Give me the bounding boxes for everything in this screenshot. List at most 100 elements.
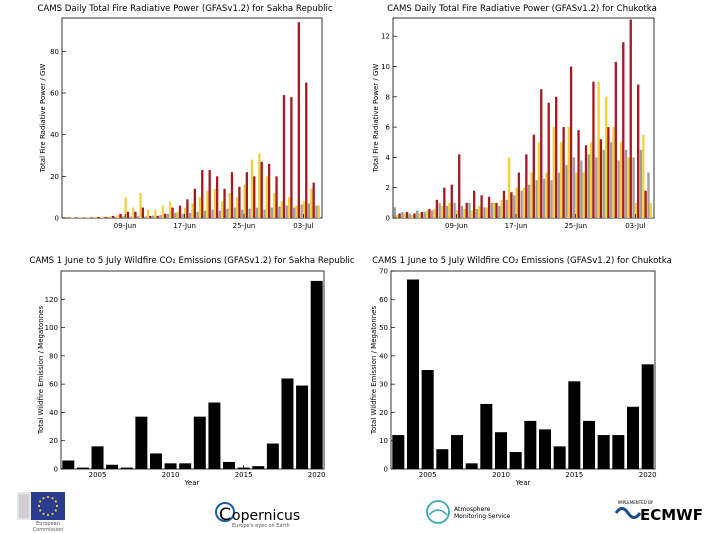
bar (507, 157, 511, 218)
bar (137, 216, 140, 219)
bar (642, 134, 645, 218)
bar (171, 207, 174, 218)
y-tick-label: 40 (379, 352, 388, 360)
bar (178, 205, 182, 218)
y-axis-label: Total Fire Radiative Power / GW (372, 64, 380, 174)
bar (129, 216, 132, 218)
bar (163, 213, 167, 218)
plot-frame (390, 270, 656, 470)
bar (416, 210, 419, 218)
bar (453, 202, 456, 218)
bar (408, 213, 411, 218)
bar (545, 172, 548, 218)
bar (589, 142, 593, 218)
bar (79, 217, 83, 218)
bar (540, 89, 543, 219)
bar (203, 210, 207, 218)
y-axis-label: Total Wildfire Emission / Megatonnes (37, 306, 45, 436)
bar (538, 429, 552, 469)
x-tick-label: 2005 (419, 471, 437, 479)
y-tick-label: 50 (379, 324, 388, 332)
x-tick-label: 17-Jun (173, 222, 196, 230)
bar (193, 416, 206, 469)
bar (317, 205, 320, 218)
bar (443, 187, 446, 218)
bar (475, 208, 479, 218)
bar (567, 127, 570, 218)
bar (472, 190, 476, 218)
atmosphere-arc-icon (428, 509, 448, 516)
bar (111, 215, 115, 218)
bar (106, 464, 119, 469)
bar (612, 435, 625, 469)
bar (445, 205, 449, 218)
y-tick-label: 20 (50, 173, 59, 181)
bar (76, 467, 89, 469)
eu-star (42, 497, 45, 500)
ec-label-line1: European (36, 521, 60, 527)
y-ticks: 0 20 40 60 80 100 120 (45, 296, 65, 474)
bar (104, 216, 107, 218)
bar (263, 209, 266, 218)
copernicus-tagline: Europe's eyes on Earth (232, 523, 290, 529)
bar-group (62, 280, 323, 469)
bar (120, 467, 133, 469)
x-tick-label: 09-Jun (114, 222, 137, 230)
bar (235, 197, 239, 218)
bar (122, 216, 125, 218)
bar (465, 463, 478, 469)
bar (250, 159, 254, 218)
bar (500, 199, 503, 218)
y-axis-label: Total Wildfire Emission / Megatonnes (370, 306, 378, 436)
bar (423, 211, 426, 218)
chart-frp-chukotka: CAMS Daily Total Fire Radiative Power (G… (372, 4, 657, 230)
ecmwf-logo: IMPLEMENTED BY ECMWF (614, 500, 703, 524)
bar (535, 180, 538, 218)
copernicus-logo: C opernicus Europe's eyes on Earth (215, 502, 300, 529)
bar (463, 208, 466, 218)
bar (310, 280, 323, 469)
bar (480, 403, 493, 469)
chart-title: CAMS Daily Total Fire Radiative Power (G… (37, 4, 333, 14)
bar (295, 205, 298, 218)
eu-star (46, 495, 50, 499)
bar (468, 202, 471, 218)
bar (431, 210, 434, 218)
x-tick-label: 2010 (162, 471, 180, 479)
bar (310, 188, 313, 218)
bar (626, 406, 640, 469)
bar (206, 190, 209, 218)
bar (568, 381, 581, 469)
y-tick-label: 10 (379, 437, 388, 445)
bar (193, 188, 196, 218)
bar (530, 172, 533, 218)
atmosphere-label-line2: Monitoring Service (454, 513, 510, 520)
bar (575, 172, 578, 218)
bar (405, 211, 409, 218)
bar (641, 364, 654, 469)
bar (440, 205, 444, 218)
bar (243, 184, 246, 218)
bar (223, 188, 226, 218)
ecmwf-wordmark: ECMWF (640, 506, 703, 524)
bar (176, 211, 179, 218)
bar (582, 420, 596, 469)
bar (265, 176, 268, 218)
bar (565, 164, 568, 218)
bar (102, 216, 105, 218)
bar (67, 217, 70, 219)
bar (470, 210, 473, 218)
eu-star (51, 512, 54, 515)
y-tick-label: 0 (384, 466, 388, 474)
bar (509, 452, 522, 469)
bar (255, 207, 259, 218)
bar (230, 172, 234, 218)
bar (597, 435, 610, 469)
bar (553, 446, 566, 469)
y-tick-label: 20 (379, 409, 388, 417)
y-ticks: 0 10 20 30 40 50 60 70 (379, 268, 395, 474)
x-tick-label: 09-Jun (445, 222, 468, 230)
bar (287, 197, 291, 218)
x-tick-label: 25-Jun (233, 222, 256, 230)
